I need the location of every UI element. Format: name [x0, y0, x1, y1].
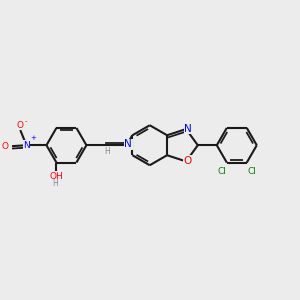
- Text: H: H: [52, 179, 59, 188]
- Text: -: -: [25, 118, 28, 124]
- Text: O: O: [2, 142, 8, 151]
- Text: N: N: [124, 139, 132, 149]
- Text: N: N: [23, 141, 30, 150]
- Text: Cl: Cl: [248, 167, 256, 176]
- Text: O: O: [17, 121, 24, 130]
- Text: Cl: Cl: [217, 167, 226, 176]
- Text: +: +: [31, 134, 37, 140]
- Text: OH: OH: [50, 172, 63, 181]
- Text: N: N: [184, 124, 192, 134]
- Text: H: H: [104, 147, 110, 156]
- Text: O: O: [183, 156, 192, 166]
